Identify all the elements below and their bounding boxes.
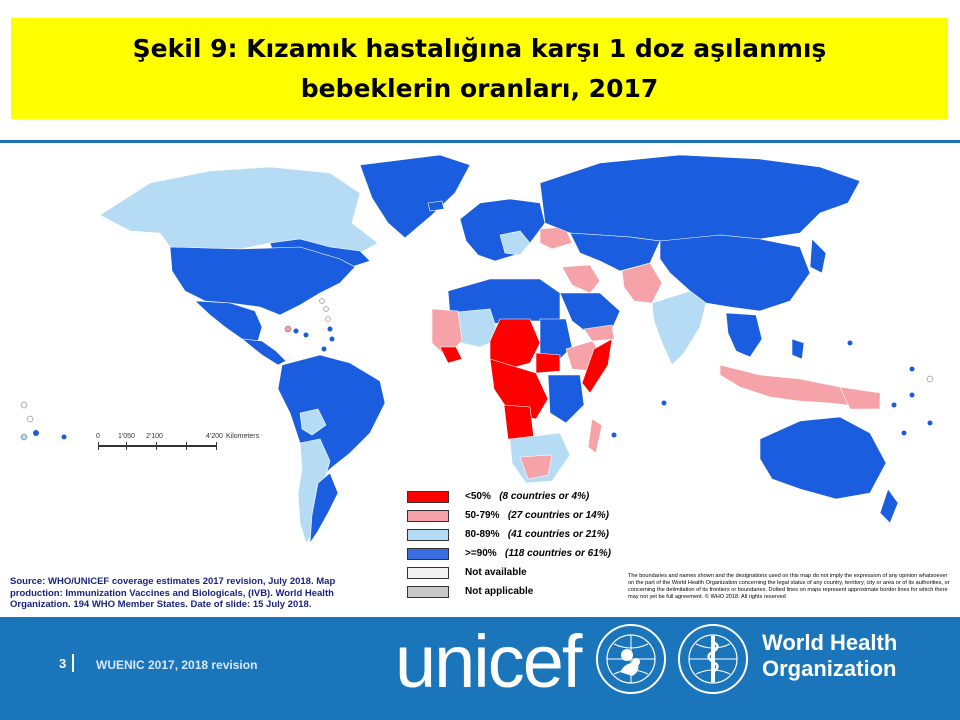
south-africa-pink <box>519 454 553 480</box>
legend-swatch <box>407 567 449 579</box>
russia <box>539 154 861 242</box>
philippines <box>791 338 805 360</box>
china <box>659 234 811 312</box>
legend-item: Not applicable <box>407 583 637 602</box>
southeast-asia <box>725 312 763 358</box>
slide-title: Şekil 9: Kızamık hastalığına karşı 1 doz… <box>11 18 948 119</box>
japan <box>809 238 827 274</box>
south-america-north <box>277 354 386 484</box>
legend-label: <50% (8 countries or 4%) <box>465 491 590 502</box>
argentina <box>309 472 339 545</box>
australia <box>759 416 887 500</box>
scale-tick-label: 0 <box>96 433 100 440</box>
scale-unit: Kilometers <box>226 433 260 440</box>
legend-swatch <box>407 510 449 522</box>
east-africa <box>547 374 585 424</box>
world-map <box>20 154 934 545</box>
middle-east-pink <box>561 264 601 294</box>
mexico <box>194 300 263 342</box>
scale-tick <box>98 442 99 450</box>
who-logo-text: World Health Organization <box>762 630 898 681</box>
papua <box>839 386 881 410</box>
somalia <box>581 338 613 394</box>
scale-tick <box>156 442 157 450</box>
central-africa <box>489 358 549 420</box>
north-america-north <box>99 166 379 254</box>
legend-item: Not available <box>407 564 637 583</box>
chad-nigeria <box>489 318 541 370</box>
legend-label: Not available <box>465 567 527 578</box>
map-scale-bar: 0 1'050 2'100 4'200 Kilometers <box>96 433 266 463</box>
legend-item: <50% (8 countries or 4%) <box>407 488 637 507</box>
new-zealand <box>879 488 899 524</box>
slide-number: 3 <box>59 656 67 671</box>
title-divider <box>0 140 960 143</box>
scale-tick <box>216 442 217 450</box>
legend-label: Not applicable <box>465 586 534 597</box>
legend-swatch <box>407 548 449 560</box>
central-america <box>241 338 287 366</box>
legend-item: 80-89% (41 countries or 21%) <box>407 526 637 545</box>
scale-line <box>98 445 216 447</box>
south-sudan <box>535 352 561 374</box>
sudan <box>539 318 573 364</box>
footer-separator <box>72 654 74 672</box>
legend-label: 50-79% (27 countries or 14%) <box>465 510 609 521</box>
title-line-2: bebeklerin oranları, 2017 <box>300 73 659 103</box>
footer-bar <box>0 617 960 720</box>
angola <box>503 404 535 440</box>
scale-tick <box>126 442 127 450</box>
legend-item: 50-79% (27 countries or 14%) <box>407 507 637 526</box>
pakistan-afghanistan <box>621 262 663 304</box>
unicef-logo: unicef <box>395 620 582 703</box>
legend-swatch <box>407 491 449 503</box>
west-africa-red <box>439 346 463 364</box>
who-emblem-icon <box>678 624 748 694</box>
legend-item: >=90% (118 countries or 61%) <box>407 545 637 564</box>
map-legend: <50% (8 countries or 4%) 50-79% (27 coun… <box>407 488 637 602</box>
legend-label: >=90% (118 countries or 61%) <box>465 548 612 559</box>
europe-light <box>499 230 531 256</box>
usa <box>169 246 356 316</box>
europe-west <box>459 198 546 262</box>
unicef-emblem-icon <box>596 624 666 694</box>
footer-label: WUENIC 2017, 2018 revision <box>96 658 258 672</box>
madagascar <box>587 418 603 454</box>
scale-tick <box>186 442 187 450</box>
scale-tick-label: 1'050 <box>118 433 135 440</box>
scale-tick-label: 4'200 <box>206 433 223 440</box>
legend-swatch <box>407 529 449 541</box>
scale-tick-label: 2'100 <box>146 433 163 440</box>
iceland <box>427 200 445 212</box>
title-line-1: Şekil 9: Kızamık hastalığına karşı 1 doz… <box>132 33 827 63</box>
indonesia <box>719 364 871 408</box>
india <box>651 290 707 366</box>
legend-label: 80-89% (41 countries or 21%) <box>465 529 609 540</box>
disclaimer-note: The boundaries and names shown and the d… <box>628 573 950 600</box>
yemen <box>583 324 615 342</box>
legend-swatch <box>407 586 449 598</box>
greenland <box>359 154 471 239</box>
source-note: Source: WHO/UNICEF coverage estimates 20… <box>10 576 336 610</box>
bolivia <box>299 408 327 436</box>
